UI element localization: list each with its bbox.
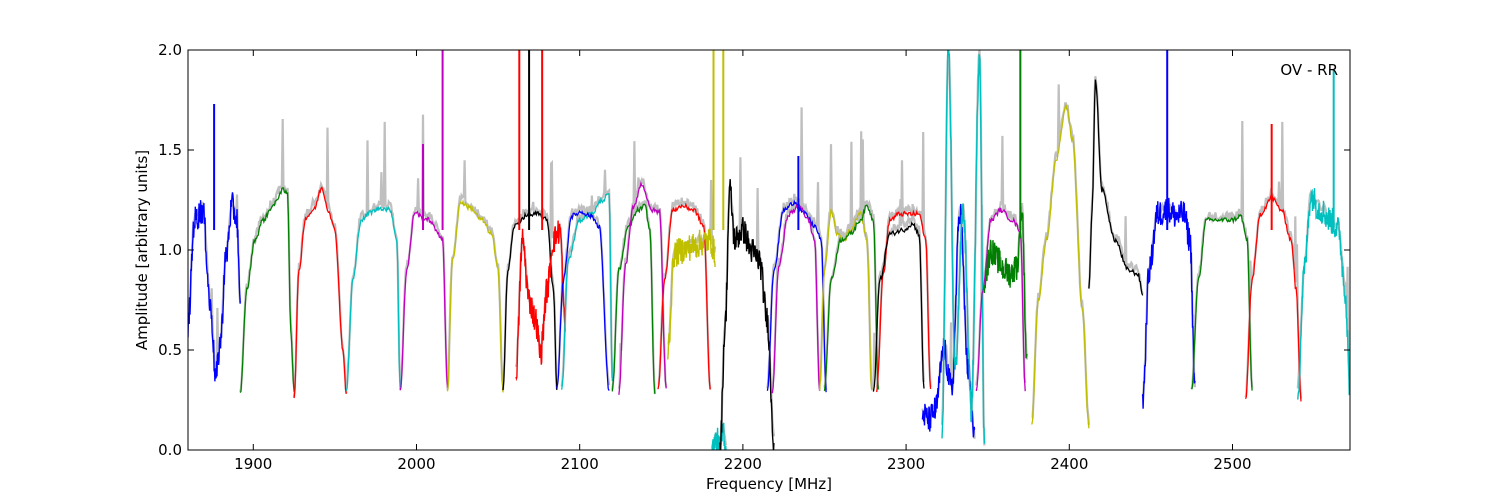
series-line	[1031, 104, 1090, 429]
series-line	[876, 209, 932, 393]
y-tick-label: 2.0	[158, 41, 182, 59]
series-line	[921, 203, 976, 438]
series-line	[941, 50, 986, 444]
series-line	[818, 208, 873, 391]
series-line	[611, 203, 656, 394]
x-tick-label: 2300	[887, 455, 925, 473]
spike-layer	[213, 50, 1335, 230]
y-tick-label: 0.5	[158, 341, 182, 359]
x-tick-label: 2400	[1050, 455, 1088, 473]
y-tick-label: 0.0	[158, 441, 182, 459]
series-line	[711, 422, 727, 450]
series-line	[1142, 197, 1196, 409]
x-tick-label: 2100	[561, 455, 599, 473]
series-line	[657, 202, 711, 390]
series-line	[1088, 79, 1144, 296]
series-line	[667, 228, 716, 360]
series-line	[239, 187, 295, 393]
x-tick-label: 2500	[1213, 455, 1251, 473]
series-line	[1191, 213, 1253, 391]
series-line	[719, 179, 775, 450]
chart-annotation: OV - RR	[1280, 61, 1338, 79]
series-line	[975, 207, 1026, 392]
series-line	[446, 198, 504, 393]
series-line	[561, 192, 613, 390]
y-tick-label: 1.0	[158, 241, 182, 259]
x-tick-label: 1900	[234, 455, 272, 473]
series-line	[618, 181, 667, 395]
y-axis-ticks: 0.0 0.5 1.0 1.5 2.0	[158, 41, 1350, 459]
series-line	[345, 206, 401, 391]
series-layer	[188, 50, 1350, 450]
y-tick-label: 1.5	[158, 141, 182, 159]
series-line	[293, 186, 347, 399]
series-line	[771, 203, 821, 394]
series-line	[983, 206, 1028, 359]
series-line	[556, 209, 610, 391]
x-axis-label: Frequency [MHz]	[706, 475, 832, 493]
x-axis-ticks: 1900 2000 2100 2200 2300 2400 2500	[234, 50, 1252, 473]
series-line	[188, 192, 241, 382]
series-line	[1297, 188, 1350, 400]
series-line	[872, 221, 925, 392]
x-tick-label: 2200	[724, 455, 762, 473]
plot-area	[188, 50, 1350, 450]
y-axis-label: Amplitude [arbitrary units]	[133, 150, 151, 350]
series-line	[515, 220, 566, 382]
series-line	[823, 204, 879, 392]
series-line	[1244, 194, 1302, 402]
x-tick-label: 2000	[397, 455, 435, 473]
